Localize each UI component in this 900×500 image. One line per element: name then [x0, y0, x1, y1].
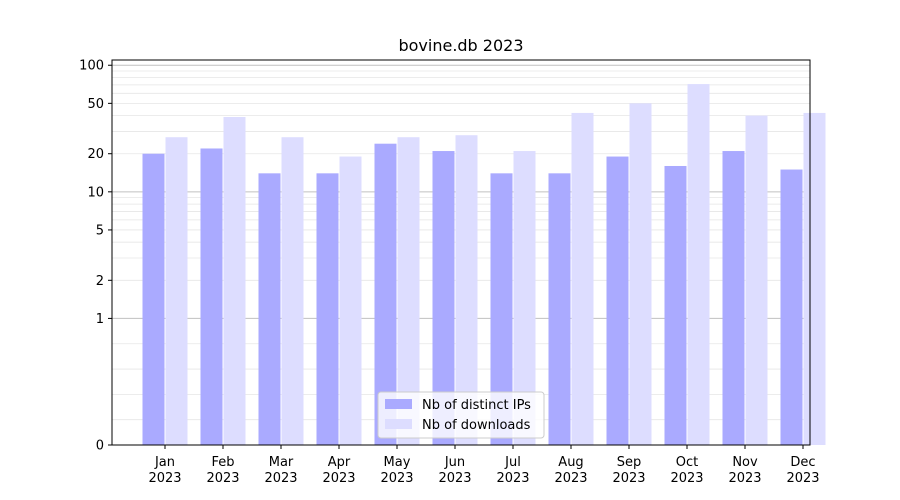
y-tick-label: 20 [87, 147, 104, 162]
bar-distinct-ips [316, 173, 339, 445]
chart-title: bovine.db 2023 [398, 36, 523, 55]
y-axis-ticks: 0 1 2 5 10 20 50 100 [79, 59, 112, 454]
x-tick-label: Feb 2023 [206, 455, 239, 486]
x-tick-label: Mar 2023 [264, 455, 297, 486]
bar-distinct-ips [722, 151, 745, 445]
bar-downloads [571, 112, 594, 446]
legend-swatch [385, 419, 412, 429]
legend-entry-label: Nb of downloads [422, 418, 531, 433]
x-tick-label: Apr 2023 [322, 455, 355, 486]
x-tick-label: May 2023 [380, 455, 413, 486]
bar-distinct-ips [780, 169, 803, 445]
bar-distinct-ips [142, 153, 165, 446]
x-tick-label: Sep 2023 [612, 455, 645, 486]
legend-swatch [385, 399, 412, 409]
y-tick-label: 5 [96, 223, 104, 238]
bar-distinct-ips [200, 148, 223, 445]
bar-downloads [745, 115, 768, 445]
y-tick-label: 50 [87, 97, 104, 112]
bars [142, 84, 826, 446]
x-tick-label: Oct 2023 [670, 455, 703, 486]
y-tick-label: 0 [96, 439, 104, 454]
bar-downloads [165, 137, 188, 446]
bar-distinct-ips [432, 151, 455, 445]
bar-distinct-ips [374, 143, 397, 445]
x-tick-label: Aug 2023 [554, 455, 587, 486]
bar-distinct-ips [548, 173, 571, 445]
bar-distinct-ips [490, 173, 513, 445]
bar-downloads [455, 135, 478, 445]
legend: Nb of distinct IPs Nb of downloads [377, 391, 545, 439]
x-tick-label: Jul 2023 [496, 455, 529, 486]
axes-frame [111, 59, 811, 446]
bar-downloads [339, 156, 362, 446]
x-tick-label: Nov 2023 [728, 455, 761, 486]
x-tick-label: Jun 2023 [438, 455, 471, 486]
bar-downloads [397, 137, 420, 446]
bar-downloads [281, 137, 304, 446]
x-tick-label: Jan 2023 [148, 455, 181, 486]
y-tick-label: 1 [96, 312, 104, 327]
legend-box [377, 391, 545, 439]
bar-downloads [629, 103, 652, 445]
x-axis-ticks: Jan 2023 Feb 2023 Mar 2023 Apr 2023 May 2023 Jun 20… [148, 445, 820, 486]
legend-entry-label: Nb of distinct IPs [422, 398, 531, 413]
bar-downloads [223, 117, 246, 446]
bar-downloads [687, 84, 710, 446]
bar-distinct-ips [258, 173, 281, 445]
bar-downloads [513, 151, 536, 445]
bar-distinct-ips [664, 165, 687, 446]
bar-downloads [803, 112, 826, 446]
y-tick-label: 2 [96, 274, 104, 289]
y-tick-label: 100 [79, 59, 104, 74]
bar-distinct-ips [606, 156, 629, 446]
y-tick-label: 10 [87, 185, 104, 200]
x-tick-label: Dec 2023 [786, 455, 819, 486]
